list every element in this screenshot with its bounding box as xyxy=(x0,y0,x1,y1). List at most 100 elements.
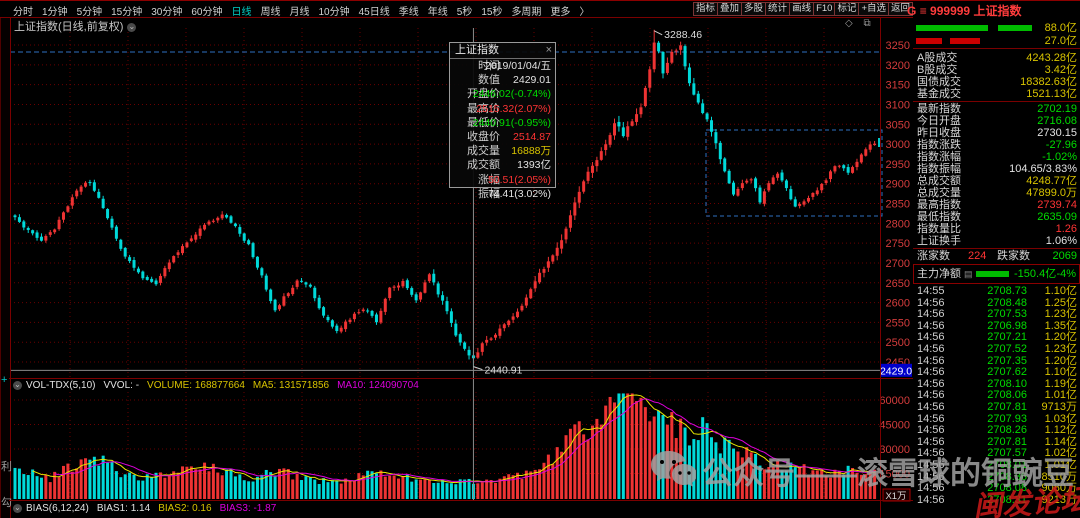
data-window-tooltip[interactable]: 上证指数 × 时间 2019/01/04/五 数值 2429.01 开盘价 2446.02… xyxy=(449,42,556,200)
svg-text:2500: 2500 xyxy=(886,337,910,349)
toolbar-button-返回[interactable]: 返回 xyxy=(888,2,914,16)
stat-value: -1.02% xyxy=(1042,151,1077,163)
tick-row[interactable]: 14:56 2708.48 1.25亿 xyxy=(913,296,1080,310)
tick-row[interactable]: 14:56 2707.81 1.14亿 xyxy=(913,436,1080,449)
period-tab-分时[interactable]: 分时 xyxy=(13,7,33,18)
indicator-value: BIAS3: -1.87 xyxy=(219,503,277,514)
tick-row[interactable]: 14:56 2708.36 8510万 xyxy=(913,470,1080,484)
toolbar-button-+自选[interactable]: +自选 xyxy=(858,2,890,16)
tooltip-label: 时间 xyxy=(478,60,500,72)
tick-amount: 8510万 xyxy=(1041,470,1077,483)
indicator-value: VOL-TDX(5,10) xyxy=(26,380,96,391)
toolbar-button-统计[interactable]: 统计 xyxy=(765,2,791,16)
breadth-up-row: 88.0亿 xyxy=(913,22,1080,34)
period-tab-60分钟[interactable]: 60分钟 xyxy=(191,7,223,18)
stat-label: 基金成交 xyxy=(917,88,961,100)
tick-time: 14:56 xyxy=(917,424,945,437)
tick-amount: 1.19亿 xyxy=(1044,377,1077,390)
period-tab-更多[interactable]: 更多 xyxy=(550,7,571,18)
tick-row[interactable]: 14:56 2707.21 1.20亿 xyxy=(913,332,1080,344)
tick-row[interactable]: 14:56 2707.62 1.10亿 xyxy=(913,367,1080,379)
tick-amount: 1.01亿 xyxy=(1044,459,1077,471)
tick-price: 2708.31 xyxy=(987,493,1027,506)
tick-price: 2707.62 xyxy=(987,366,1027,379)
tick-row[interactable]: 14:56 2708.31 9213万 xyxy=(913,493,1080,507)
period-tab-月线[interactable]: 月线 xyxy=(289,7,310,18)
tooltip-value: 2429.01 xyxy=(513,74,551,87)
tick-price: 2708.73 xyxy=(987,285,1027,297)
tick-row[interactable]: 14:56 2707.52 1.23亿 xyxy=(913,343,1080,356)
tick-amount: 1.25亿 xyxy=(1044,296,1077,309)
toolbar-button-指标[interactable]: 指标 xyxy=(693,2,719,16)
toolbar-button-画线[interactable]: 画线 xyxy=(789,2,815,16)
volume-bias-divider[interactable] xyxy=(9,500,913,501)
toolbar-button-多股[interactable]: 多股 xyxy=(741,2,767,16)
tooltip-row: 成交额 1393亿 xyxy=(450,158,555,172)
toolbar-button-F10[interactable]: F10 xyxy=(813,2,836,16)
period-tab-5分钟[interactable]: 5分钟 xyxy=(76,7,103,18)
stat-label: 指数量比 xyxy=(917,223,961,235)
period-tab-15分钟[interactable]: 15分钟 xyxy=(111,7,143,18)
period-tab-45日线[interactable]: 45日线 xyxy=(358,7,390,18)
period-tab-日线[interactable]: 日线 xyxy=(231,7,252,18)
tick-price: 2707.81 xyxy=(987,401,1027,413)
bias-collapse-icon[interactable]: ⌄ xyxy=(13,502,22,513)
period-tab-5秒[interactable]: 5秒 xyxy=(456,7,473,18)
tick-time: 14:56 xyxy=(917,389,945,402)
up-count-label: 涨家数 xyxy=(917,250,950,262)
toolbar-button-叠加[interactable]: 叠加 xyxy=(717,2,743,16)
chart-title-text: 上证指数(日线,前复权) xyxy=(14,21,124,33)
period-tab-15秒[interactable]: 15秒 xyxy=(481,7,503,18)
main-force-icon[interactable]: ▤ xyxy=(964,269,973,279)
tick-row[interactable]: 14:56 2707.57 1.02亿 xyxy=(913,448,1080,460)
more-arrow-icon[interactable]: 〉 xyxy=(579,7,590,18)
volume-collapse-icon[interactable]: ⌄ xyxy=(13,379,22,390)
period-tab-10分钟[interactable]: 10分钟 xyxy=(318,7,350,18)
tick-row[interactable]: 14:56 2707.81 9713万 xyxy=(913,401,1080,414)
period-tab-季线[interactable]: 季线 xyxy=(398,7,419,18)
indicator-value: MA10: 124090704 xyxy=(337,380,419,391)
tick-time: 14:56 xyxy=(917,401,945,413)
toolbar-button-标记[interactable]: 标记 xyxy=(834,2,860,16)
advance-decline-row: 涨家数 224 跌家数 2069 xyxy=(913,250,1080,262)
tick-row[interactable]: 14:56 2707.35 1.20亿 xyxy=(913,355,1080,368)
stat-label: 今日开盘 xyxy=(917,115,961,127)
tick-row[interactable]: 14:56 2708.10 1.19亿 xyxy=(913,377,1080,391)
tick-price: 2708.26 xyxy=(987,424,1027,437)
period-tab-30分钟[interactable]: 30分钟 xyxy=(151,7,183,18)
menu-icon[interactable]: ≡ xyxy=(919,4,927,18)
close-icon[interactable]: × xyxy=(545,44,552,56)
wechat-watermark: 公众号——滚雪球的铜豌豆 xyxy=(650,448,1074,493)
period-tab-年线[interactable]: 年线 xyxy=(427,7,448,18)
tick-row[interactable]: 14:56 2708.08 9080万 xyxy=(913,483,1080,495)
tooltip-label: 开盘价 xyxy=(467,88,500,101)
symbol-code: 999999 xyxy=(930,4,971,18)
period-tab-1分钟[interactable]: 1分钟 xyxy=(42,7,68,18)
svg-text:2550: 2550 xyxy=(886,317,910,329)
tick-row[interactable]: 14:56 2707.93 1.03亿 xyxy=(913,413,1080,426)
toolbar-divider xyxy=(0,17,1080,18)
tick-amount: 1.23亿 xyxy=(1044,308,1077,321)
tick-time: 14:56 xyxy=(917,343,945,355)
tick-price: 2707.21 xyxy=(987,331,1027,344)
price-volume-divider[interactable] xyxy=(9,378,913,379)
tick-row[interactable]: 14:56 2708.26 1.12亿 xyxy=(913,425,1080,437)
chart-mini-icons[interactable]: ◇ ⧉ xyxy=(845,18,875,29)
tick-time: 14:56 xyxy=(917,482,945,495)
top-toolbar: 分时 1分钟 5分钟 15分钟 30分钟 60分钟 日线 周线 月线 10分钟 45日线 季线 年线 5秒… xyxy=(0,0,1080,18)
tick-row[interactable]: 14:56 2708.06 1.01亿 xyxy=(913,390,1080,402)
collapse-chevron-icon[interactable]: ⌄ xyxy=(127,21,137,32)
tick-row[interactable]: 14:56 2708.01 1.01亿 xyxy=(913,459,1080,472)
tick-row[interactable]: 14:55 2708.73 1.10亿 xyxy=(913,285,1080,298)
period-tab-周线[interactable]: 周线 xyxy=(260,7,281,18)
tick-row[interactable]: 14:56 2706.98 1.35亿 xyxy=(913,319,1080,333)
period-tab-多周期[interactable]: 多周期 xyxy=(511,7,542,18)
tick-row[interactable]: 14:56 2707.53 1.23亿 xyxy=(913,309,1080,321)
stat-value: 2730.15 xyxy=(1037,127,1077,139)
tick-price: 2707.52 xyxy=(987,343,1027,355)
tooltip-value: 2019/01/04/五 xyxy=(485,60,551,72)
tick-price: 2707.53 xyxy=(987,308,1027,321)
tick-time: 14:56 xyxy=(917,319,945,332)
